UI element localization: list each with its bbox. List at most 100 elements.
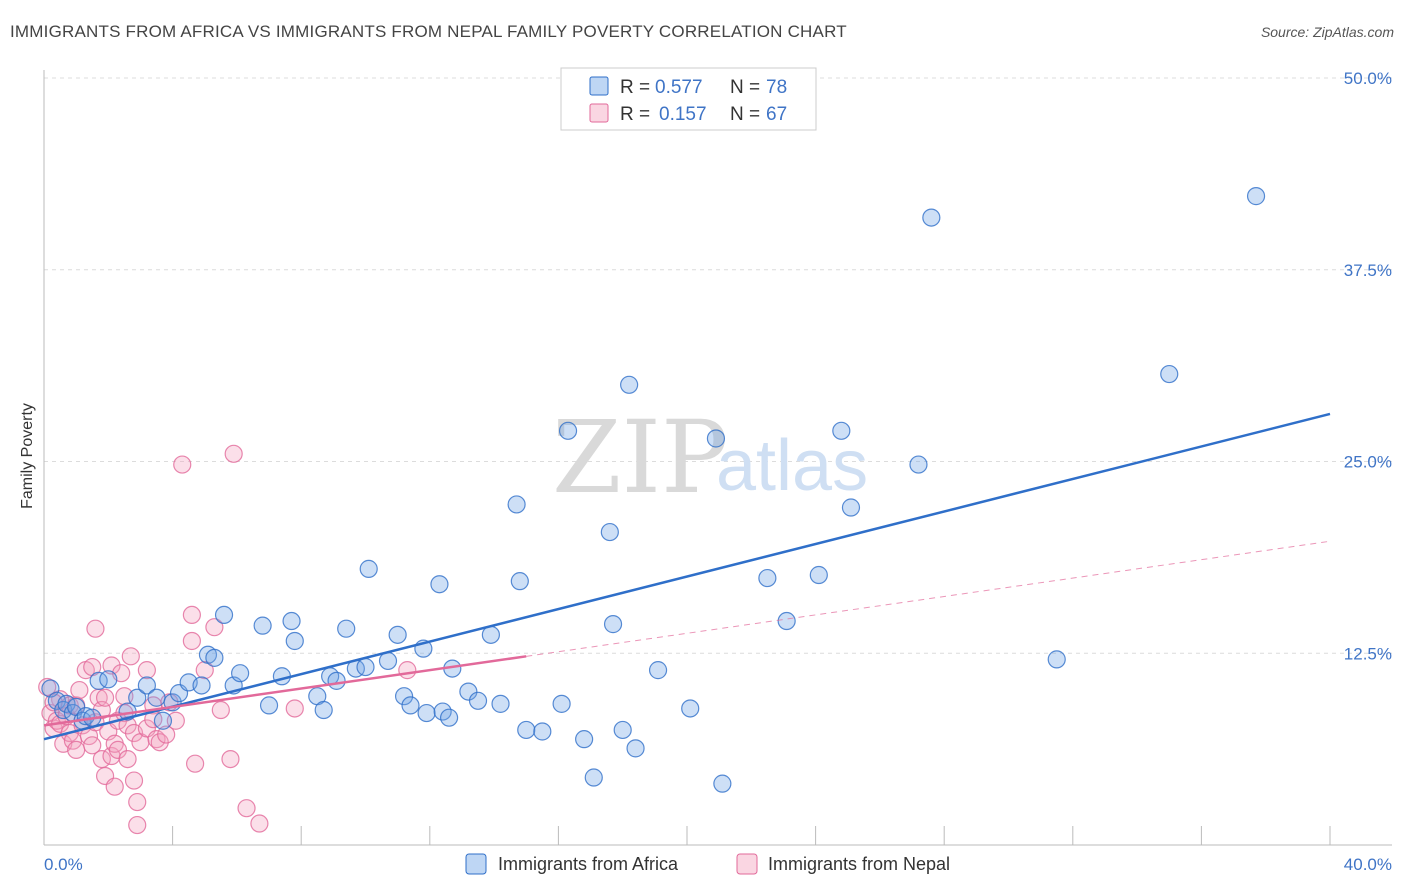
- africa-point-34: [337, 619, 356, 638]
- africa-point-14: [147, 688, 166, 707]
- legend-n-value-africa: 78: [766, 77, 787, 98]
- nepal-point-37: [118, 749, 137, 769]
- africa-point-10: [99, 670, 118, 689]
- africa-point-33: [327, 671, 346, 690]
- x-tick-labels: 0.0% 40.0%: [44, 855, 1392, 874]
- africa-point-78: [1246, 187, 1266, 206]
- nepal-point-52: [166, 711, 185, 730]
- nepal-trend-extension: [526, 540, 1331, 657]
- chart-title: IMMIGRANTS FROM AFRICA VS IMMIGRANTS FRO…: [10, 22, 847, 41]
- nepal-point-12: [67, 740, 86, 759]
- y-tick-label-0: 12.5%: [1344, 644, 1392, 663]
- africa-point-48: [459, 682, 478, 701]
- africa-point-38: [378, 651, 398, 671]
- africa-point-22: [214, 605, 234, 625]
- watermark: ZIP atlas: [552, 399, 868, 516]
- africa-point-44: [430, 575, 449, 594]
- africa-point-51: [491, 694, 510, 713]
- africa-point-25: [253, 616, 272, 635]
- africa-point-52: [507, 495, 526, 514]
- africa-point-36: [356, 657, 375, 677]
- nepal-point-61: [224, 444, 243, 463]
- nepal-point-28: [102, 656, 121, 675]
- africa-point-55: [533, 722, 552, 741]
- africa-point-64: [626, 739, 645, 758]
- bottom-legend-swatch-africa: [465, 853, 487, 875]
- legend-box: [560, 67, 817, 131]
- nepal-point-59: [211, 700, 230, 720]
- nepal-point-55: [182, 605, 201, 625]
- africa-point-61: [603, 615, 623, 634]
- watermark-zip: ZIP: [552, 399, 728, 516]
- nepal-trend-line: [43, 655, 527, 727]
- legend-r-label-africa: R =: [620, 77, 650, 98]
- nepal-point-65: [398, 661, 417, 680]
- africa-point-39: [388, 625, 407, 644]
- africa-point-40: [394, 687, 414, 706]
- africa-point-58: [575, 730, 594, 749]
- nepal-point-53: [173, 455, 192, 474]
- africa-point-24: [231, 664, 250, 683]
- y-tick-label-1: 25.0%: [1344, 453, 1392, 472]
- x-tick-label-1: 40.0%: [1344, 855, 1392, 874]
- africa-point-41: [401, 696, 420, 715]
- legend-n-label-africa: N =: [730, 77, 760, 98]
- africa-point-60: [600, 522, 619, 542]
- y-tick-label-3: 50.0%: [1344, 69, 1392, 88]
- africa-point-54: [517, 720, 536, 740]
- nepal-point-64: [285, 699, 304, 718]
- trend-lines: [43, 412, 1331, 741]
- nepal-point-48: [147, 730, 166, 749]
- africa-trend-line: [43, 412, 1331, 741]
- nepal-point-40: [124, 771, 144, 790]
- africa-point-68: [713, 774, 732, 793]
- nepal-point-44: [137, 661, 156, 680]
- nepal-point-58: [205, 618, 224, 637]
- africa-point-12: [128, 688, 147, 707]
- africa-point-72: [832, 421, 851, 440]
- bottom-legend-label-nepal: Immigrants from Nepal: [768, 854, 950, 874]
- africa-point-46: [439, 708, 459, 727]
- africa-point-69: [758, 568, 777, 588]
- legend-swatch-africa: [589, 76, 609, 96]
- africa-point-66: [681, 699, 700, 718]
- africa-point-28: [282, 611, 301, 631]
- africa-point-37: [359, 559, 378, 578]
- axes: [43, 70, 1392, 846]
- source-label: Source: ZipAtlas.com: [1260, 24, 1394, 40]
- africa-point-67: [706, 429, 726, 448]
- nepal-point-19: [86, 619, 105, 638]
- africa-point-73: [841, 498, 861, 517]
- bottom-legend-label-africa: Immigrants from Africa: [498, 854, 679, 874]
- africa-point-49: [468, 691, 488, 710]
- africa-points: [41, 187, 1266, 793]
- bottom-legend-swatch-nepal: [736, 853, 758, 875]
- africa-point-29: [285, 631, 304, 651]
- africa-point-74: [909, 455, 928, 474]
- legend-n-label-nepal: N =: [730, 104, 760, 125]
- nepal-point-62: [237, 799, 256, 818]
- africa-point-62: [620, 375, 639, 394]
- nepal-point-54: [182, 631, 201, 651]
- nepal-point-41: [128, 792, 147, 812]
- legend-swatch-nepal: [589, 103, 609, 123]
- africa-point-57: [552, 694, 571, 713]
- africa-point-43: [417, 703, 436, 723]
- africa-point-56: [558, 421, 578, 440]
- nepal-point-50: [157, 725, 176, 744]
- africa-point-13: [137, 676, 156, 695]
- africa-point-63: [613, 720, 632, 740]
- nepal-points: [38, 444, 417, 835]
- africa-point-75: [922, 208, 941, 227]
- africa-point-65: [648, 661, 668, 680]
- bottom-legend: Immigrants from Africa Immigrants from N…: [465, 853, 950, 875]
- africa-point-77: [1160, 364, 1179, 384]
- africa-point-59: [584, 768, 603, 787]
- gridlines: [44, 77, 1392, 654]
- legend-r-value-nepal: 0.157: [659, 104, 707, 125]
- nepal-point-63: [250, 814, 269, 833]
- nepal-point-30: [105, 777, 124, 796]
- nepal-point-42: [128, 815, 147, 835]
- nepal-point-56: [186, 754, 205, 773]
